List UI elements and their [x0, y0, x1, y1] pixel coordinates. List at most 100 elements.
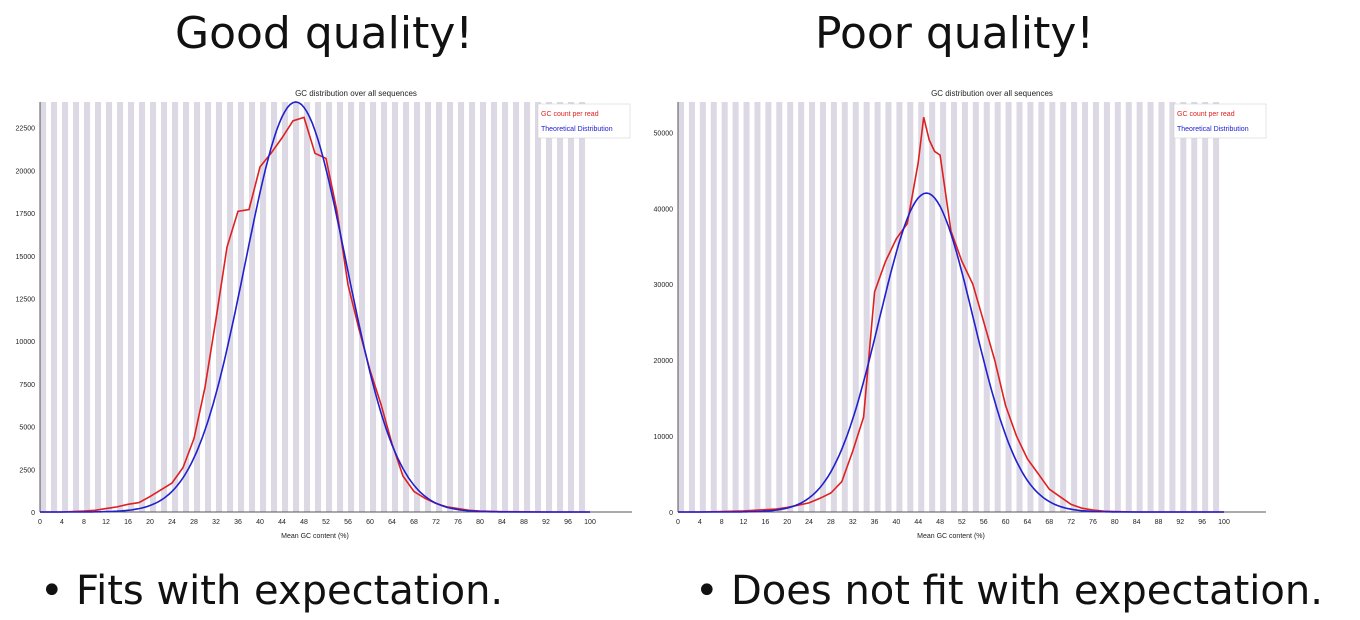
- y-tick-label: 10000: [16, 339, 36, 346]
- grid-stripe: [73, 102, 80, 512]
- grid-stripe: [513, 102, 520, 512]
- grid-stripe: [458, 102, 465, 512]
- grid-stripe: [51, 102, 58, 512]
- x-tick-label: 24: [168, 519, 176, 526]
- grid-stripe: [688, 102, 695, 512]
- x-tick-label: 40: [893, 519, 901, 526]
- grid-stripe: [710, 102, 717, 512]
- grid-stripe: [271, 102, 278, 512]
- grid-stripe: [557, 102, 564, 512]
- x-tick-label: 28: [827, 519, 835, 526]
- grid-stripe: [304, 102, 311, 512]
- y-tick-label: 22500: [16, 126, 36, 133]
- grid-stripe: [194, 102, 201, 512]
- x-tick-label: 20: [146, 519, 154, 526]
- grid-stripe: [896, 102, 903, 512]
- series-line-gc-count: [678, 117, 1224, 513]
- x-tick-label: 84: [1133, 519, 1141, 526]
- x-tick-label: 20: [783, 519, 791, 526]
- bullet-marker: •: [40, 568, 64, 614]
- x-tick-label: 48: [936, 519, 944, 526]
- grid-stripe: [721, 102, 728, 512]
- x-tick-label: 76: [1089, 519, 1097, 526]
- grid-stripe: [227, 102, 234, 512]
- grid-stripe: [337, 102, 344, 512]
- grid-stripe: [392, 102, 399, 512]
- x-tick-label: 72: [1067, 519, 1075, 526]
- x-tick-label: 68: [410, 519, 418, 526]
- grid-stripe: [403, 102, 410, 512]
- x-tick-label: 56: [980, 519, 988, 526]
- grid-stripe: [798, 102, 805, 512]
- grid-stripe: [972, 102, 979, 512]
- x-tick-label: 88: [1155, 519, 1163, 526]
- grid-stripe: [414, 102, 421, 512]
- x-tick-label: 36: [234, 519, 242, 526]
- grid-stripe: [1191, 102, 1198, 512]
- grid-stripe: [678, 102, 685, 512]
- y-tick-label: 10000: [654, 434, 674, 441]
- grid-stripe: [819, 102, 826, 512]
- grid-stripe: [359, 102, 366, 512]
- grid-stripe: [1213, 102, 1220, 512]
- grid-stripe: [128, 102, 135, 512]
- grid-stripes: [678, 102, 1220, 512]
- legend-entry-theoretical: Theoretical Distribution: [541, 126, 613, 133]
- grid-stripe: [40, 102, 47, 512]
- x-axis-label: Mean GC content (%): [281, 533, 349, 540]
- grid-stripe: [1180, 102, 1187, 512]
- grid-stripe: [491, 102, 498, 512]
- grid-stripe: [754, 102, 761, 512]
- grid-stripe: [370, 102, 377, 512]
- bullet-marker: •: [695, 568, 719, 614]
- grid-stripe: [1082, 102, 1089, 512]
- y-tick-label: 12500: [16, 296, 36, 303]
- x-tick-label: 68: [1045, 519, 1053, 526]
- y-tick-label: 0: [31, 510, 35, 517]
- y-tick-label: 40000: [654, 206, 674, 213]
- grid-stripe: [1005, 102, 1012, 512]
- grid-stripe: [743, 102, 750, 512]
- grid-stripe: [469, 102, 476, 512]
- x-tick-label: 84: [498, 519, 506, 526]
- x-tick-label: 12: [740, 519, 748, 526]
- grid-stripe: [84, 102, 91, 512]
- y-tick-label: 0: [669, 510, 673, 517]
- grid-stripe: [205, 102, 212, 512]
- grid-stripe: [106, 102, 113, 512]
- grid-stripe: [150, 102, 157, 512]
- grid-stripe: [326, 102, 333, 512]
- legend-entry-gc-count: GC count per read: [541, 111, 599, 118]
- grid-stripe: [524, 102, 531, 512]
- grid-stripe: [1158, 102, 1165, 512]
- grid-stripe: [568, 102, 575, 512]
- grid-stripe: [447, 102, 454, 512]
- grid-stripe: [260, 102, 267, 512]
- grid-stripe: [699, 102, 706, 512]
- grid-stripe: [918, 102, 925, 512]
- grid-stripe: [1114, 102, 1121, 512]
- x-tick-label: 44: [914, 519, 922, 526]
- grid-stripe: [172, 102, 179, 512]
- grid-stripe: [994, 102, 1001, 512]
- grid-stripe: [1060, 102, 1067, 512]
- grid-stripe: [293, 102, 300, 512]
- y-tick-label: 50000: [654, 130, 674, 137]
- y-tick-label: 2500: [19, 467, 35, 474]
- grid-stripe: [436, 102, 443, 512]
- grid-stripe: [161, 102, 168, 512]
- x-tick-label: 76: [454, 519, 462, 526]
- x-tick-label: 12: [102, 519, 110, 526]
- right-heading: Poor quality!: [815, 8, 1095, 59]
- right-bullet: • Does not fit with expectation.: [695, 568, 1323, 614]
- grid-stripe: [1049, 102, 1056, 512]
- x-tick-label: 32: [849, 519, 857, 526]
- grid-stripe: [381, 102, 388, 512]
- x-tick-label: 16: [761, 519, 769, 526]
- grid-stripe: [1125, 102, 1132, 512]
- y-tick-label: 5000: [19, 425, 35, 432]
- x-tick-label: 100: [584, 519, 596, 526]
- grid-stripe: [765, 102, 772, 512]
- grid-stripe: [502, 102, 509, 512]
